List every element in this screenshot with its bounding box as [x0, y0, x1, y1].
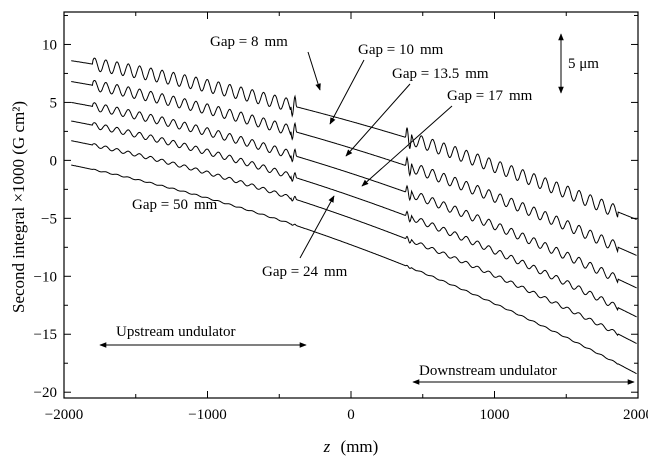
y-tick-label: 5 [50, 95, 58, 111]
series-lines [71, 57, 637, 375]
series-line-0 [71, 57, 637, 220]
gap-50-annotation: Gap = 50 mm [132, 197, 218, 213]
y-tick-label: 10 [42, 37, 57, 53]
scale-bar-label: 5 μm [568, 56, 599, 72]
series-line-4 [71, 140, 637, 344]
x-tick-label: −1000 [188, 407, 226, 423]
y-tick-label: −15 [34, 327, 57, 343]
x-tick-label: 1000 [480, 407, 510, 423]
downstream-marker: Downstream undulator [412, 363, 635, 385]
x-tick-label: −2000 [45, 407, 83, 423]
series-line-5 [71, 164, 637, 375]
series-line-1 [71, 80, 637, 256]
svg-text:Gap = 8mm: Gap = 8 mm [210, 34, 288, 50]
x-axis-title: z (mm) [323, 437, 379, 456]
gap-17-annotation: Gap = 17 mm [361, 88, 533, 187]
y-axis-title: Second integral ×1000 (G cm²) [9, 101, 28, 313]
gap-24-annotation: Gap = 24 mm [262, 195, 348, 280]
y-tick-label: −20 [34, 385, 57, 401]
y-tick-label: −5 [41, 211, 57, 227]
y-tick-label: −10 [34, 269, 57, 285]
gap-13-5-annotation: Gap = 13.5 mm [345, 66, 489, 157]
svg-text:Gap = 13.5mm: Gap = 13.5 mm [392, 66, 489, 82]
x-axis-unit: (mm) [341, 437, 379, 456]
upstream-marker: Upstream undulator [99, 324, 307, 348]
tick-marks [63, 12, 639, 398]
gap-8-annotation: Gap = 8 mm [210, 34, 321, 91]
y-tick-label: 0 [50, 153, 58, 169]
scale-bar: 5 μm [558, 33, 599, 94]
x-tick-label: 0 [347, 407, 355, 423]
x-axis-variable: z [323, 437, 331, 456]
upstream-label: Upstream undulator [116, 324, 236, 340]
tick-labels: −2000 −1000 0 1000 2000 −20 −15 −10 −5 0 5 10 [34, 37, 648, 423]
downstream-label: Downstream undulator [419, 363, 557, 379]
gap-10-annotation: Gap = 10 mm [329, 42, 444, 125]
x-tick-label: 2000 [623, 407, 648, 423]
series-line-3 [71, 120, 637, 318]
series-line-2 [71, 101, 637, 289]
